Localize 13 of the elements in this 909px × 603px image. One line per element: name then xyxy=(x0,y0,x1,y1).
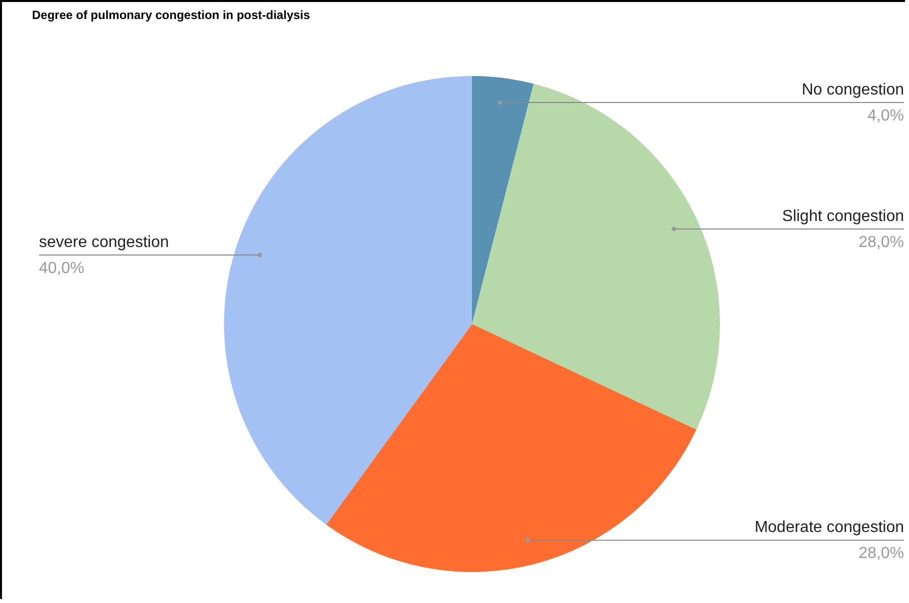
slice-label: Slight congestion xyxy=(782,208,904,225)
data-label: 28,0% xyxy=(858,545,904,562)
data-label: 4,0% xyxy=(868,108,904,125)
slice-label: severe congestion xyxy=(39,234,169,252)
pie-slice xyxy=(472,84,720,430)
slice-label: Moderate congestion xyxy=(754,519,904,536)
pie-slice xyxy=(472,76,534,324)
data-label: 28,0% xyxy=(858,234,904,251)
pie-slice xyxy=(224,76,472,525)
pie-slice xyxy=(326,324,696,572)
data-label: 40,0% xyxy=(39,260,84,278)
chart-title: Degree of pulmonary congestion in post-dialysis xyxy=(32,8,310,22)
slice-label: No congestion xyxy=(802,82,904,99)
